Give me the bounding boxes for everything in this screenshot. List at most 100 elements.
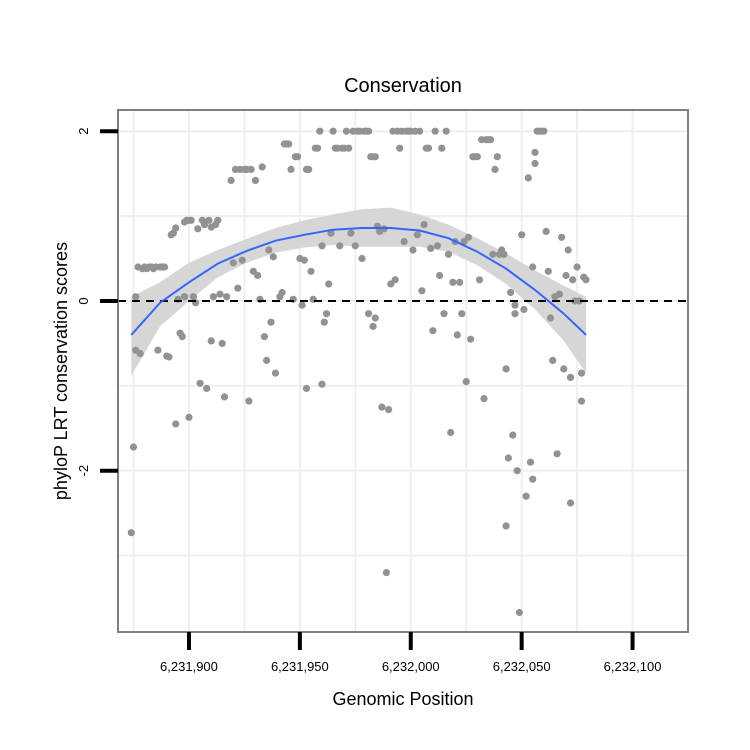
data-point (263, 356, 271, 364)
data-point (418, 287, 426, 295)
data-point (316, 127, 324, 135)
data-point (487, 136, 495, 144)
data-point (540, 127, 548, 135)
data-point (358, 254, 366, 263)
data-point (511, 310, 519, 318)
data-point (509, 431, 517, 439)
data-point (582, 276, 590, 284)
data-point (566, 373, 575, 381)
data-point (447, 428, 455, 437)
data-point (165, 353, 173, 361)
data-point (371, 153, 379, 161)
data-point (196, 379, 204, 387)
y-axis: 2 0 -2 (76, 128, 118, 477)
data-point (438, 144, 446, 152)
data-point (558, 233, 566, 241)
data-point (531, 159, 539, 168)
data-point (531, 148, 539, 156)
data-point (515, 608, 524, 617)
data-point (207, 337, 215, 345)
data-point (200, 221, 209, 229)
x-tick-label: 6,232,050 (493, 659, 551, 674)
data-point (385, 406, 393, 414)
data-point (491, 165, 499, 173)
data-point (489, 250, 497, 258)
data-point (475, 276, 484, 284)
data-point (500, 250, 508, 258)
data-point (449, 278, 457, 286)
data-point (322, 310, 331, 318)
data-point (307, 267, 315, 275)
data-point (409, 246, 417, 254)
x-tick-label: 6,232,000 (382, 659, 440, 674)
data-point (413, 231, 421, 239)
data-point (278, 288, 286, 297)
data-point (187, 216, 195, 224)
x-tick-label: 6,231,950 (271, 659, 329, 674)
data-point (549, 356, 557, 364)
data-point (194, 225, 202, 233)
data-point (458, 310, 466, 318)
data-point (502, 365, 510, 373)
y-tick-label: 0 (76, 297, 91, 304)
data-point (305, 165, 313, 173)
data-point (245, 397, 253, 405)
x-tick-label: 6,232,100 (604, 659, 662, 674)
data-point (577, 369, 586, 377)
data-point (520, 305, 528, 314)
data-point (318, 380, 326, 388)
y-tick-label: -2 (76, 465, 91, 477)
confidence-band (131, 207, 587, 376)
data-point (436, 271, 444, 280)
data-point (382, 569, 390, 577)
data-point (529, 263, 537, 271)
data-point (564, 246, 572, 254)
plot-frame (117, 109, 689, 633)
data-point (566, 499, 575, 507)
smooth-fit-line (130, 227, 587, 336)
data-point (127, 529, 135, 537)
data-point (526, 458, 535, 466)
data-point (429, 327, 437, 335)
data-point (180, 293, 189, 301)
x-axis: 6,231,900 6,231,950 6,232,000 6,232,050 6,23… (160, 632, 661, 674)
data-point (467, 335, 475, 343)
data-point (325, 280, 333, 288)
data-point (504, 454, 512, 462)
data-point (460, 238, 468, 246)
data-point (400, 238, 408, 246)
data-point (178, 333, 186, 341)
data-point (365, 127, 373, 135)
data-point (577, 397, 586, 405)
data-point (238, 256, 246, 264)
data-point (553, 450, 561, 458)
data-point (544, 267, 552, 275)
data-point (336, 242, 344, 250)
data-point (342, 127, 350, 135)
data-point (132, 293, 140, 301)
data-point (542, 227, 550, 235)
data-point (391, 276, 399, 284)
chart-title: Conservation (344, 75, 462, 97)
data-point (294, 153, 302, 161)
data-point (172, 224, 180, 232)
data-point (229, 259, 237, 267)
data-point (227, 176, 235, 184)
x-axis-label: Genomic Position (332, 689, 473, 709)
data-point (502, 522, 510, 530)
data-point (396, 144, 404, 152)
data-point (507, 288, 515, 297)
data-point (562, 271, 570, 280)
data-point (271, 369, 280, 377)
y-axis-label: phyloP LRT conservation scores (51, 242, 71, 500)
data-point (345, 144, 353, 152)
data-point (511, 301, 519, 309)
data-point (453, 331, 461, 339)
data-point (260, 333, 268, 341)
data-point (298, 301, 306, 309)
data-point (216, 290, 224, 298)
data-point (529, 475, 537, 483)
data-point (189, 293, 197, 301)
data-point (234, 284, 242, 292)
